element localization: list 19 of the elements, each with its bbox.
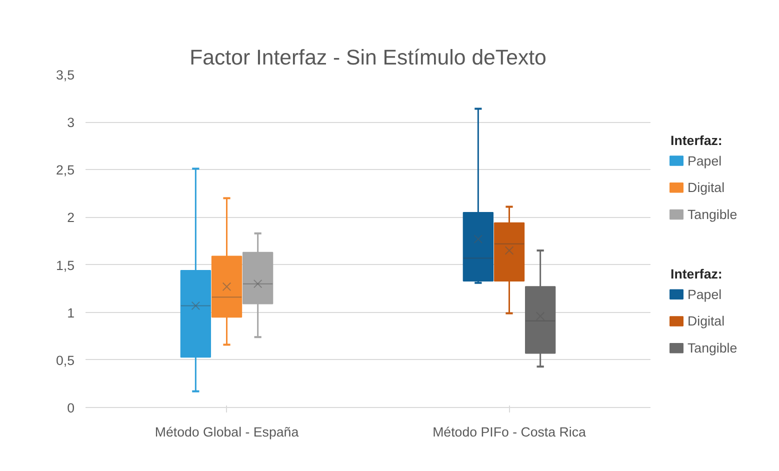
- legend-label: Digital: [688, 180, 725, 196]
- y-tick-label: 1: [67, 305, 75, 320]
- y-tick-label: 2,5: [56, 162, 75, 178]
- y-tick-label: 3: [67, 115, 75, 130]
- x-tick-label: Método PIFo - Costa Rica: [432, 424, 587, 440]
- text: Interfaz:: [670, 266, 722, 282]
- legend-label: Digital: [688, 314, 725, 329]
- y-tick-label: 3,5: [56, 68, 75, 82]
- legend-label: Papel: [688, 153, 722, 168]
- y-tick-label: 2: [67, 210, 75, 226]
- x-tick-label: Método Global - España: [154, 424, 300, 440]
- y-tick-label: 0: [67, 400, 75, 416]
- chart-title: Factor Interfaz - Sin Estímulo deTexto: [190, 46, 546, 70]
- legend-title: Interfaz:: [670, 132, 722, 148]
- y-tick-label: 0,5: [56, 352, 75, 368]
- legend-label: Papel: [688, 286, 722, 302]
- legend-label: Tangible: [688, 340, 738, 356]
- legend-label: Tangible: [688, 206, 738, 222]
- y-tick-label: 1,5: [56, 258, 75, 273]
